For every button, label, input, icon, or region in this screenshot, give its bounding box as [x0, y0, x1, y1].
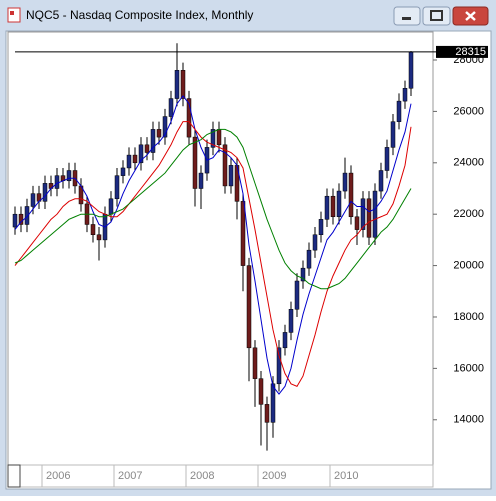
candle-body — [330, 195, 336, 218]
candle-body — [342, 172, 348, 192]
candle-body — [54, 175, 60, 189]
candle-body — [396, 100, 402, 122]
app-icon-mark — [10, 11, 14, 15]
candle-body — [222, 144, 228, 187]
candle-body — [198, 172, 204, 189]
y-tick-label: 24000 — [453, 157, 484, 169]
x-tick-label: 2006 — [46, 470, 70, 482]
y-tick-label: 18000 — [453, 311, 484, 323]
candle-body — [12, 213, 18, 228]
moving-average-line — [14, 128, 412, 290]
x-tick-label: 2010 — [334, 470, 358, 482]
candle-body — [180, 70, 186, 99]
x-tick-label: 2007 — [118, 470, 142, 482]
candle-body — [372, 190, 378, 238]
candle-body — [114, 175, 120, 200]
candle-body — [270, 383, 276, 423]
candle-body — [108, 198, 114, 215]
time-axis — [19, 464, 434, 488]
candle-body — [42, 183, 48, 202]
candle-body — [384, 147, 390, 171]
candle-body — [354, 216, 360, 230]
candle-body — [318, 219, 324, 236]
candle-body — [258, 378, 264, 405]
candle-body — [174, 70, 180, 99]
candle-body — [408, 51, 414, 89]
last-value-label: 28315 — [455, 46, 486, 58]
y-tick-label: 26000 — [453, 105, 484, 117]
candle-body — [282, 332, 288, 349]
last-value-box — [436, 45, 488, 58]
y-tick-label: 16000 — [453, 362, 484, 374]
plot-area — [7, 31, 434, 466]
candle-body — [210, 129, 216, 148]
candle-body — [324, 195, 330, 220]
candle-body — [240, 201, 246, 266]
candle-body — [66, 170, 72, 182]
corner-box — [7, 464, 21, 488]
candle-body — [150, 129, 156, 153]
candle-body — [288, 309, 294, 333]
candle-body — [216, 129, 222, 146]
y-tick-label: 14000 — [453, 414, 484, 426]
candle-body — [252, 347, 258, 379]
candle-body — [186, 98, 192, 138]
candle-body — [228, 165, 234, 187]
candle-body — [24, 206, 30, 225]
candle-body — [162, 116, 168, 138]
candle-body — [18, 213, 24, 225]
candle-body — [246, 265, 252, 349]
candle-body — [30, 193, 36, 207]
maximize-button[interactable] — [422, 6, 451, 26]
candle-body — [336, 190, 342, 218]
candle-body — [402, 88, 408, 102]
candle-body — [138, 144, 144, 164]
close-button[interactable] — [452, 6, 489, 26]
candle-body — [312, 234, 318, 251]
candle-body — [126, 154, 132, 169]
candle-body — [276, 347, 282, 385]
candle-body — [360, 198, 366, 230]
candle-body — [168, 98, 174, 117]
candle-body — [264, 404, 270, 423]
y-tick-label: 20000 — [453, 259, 484, 271]
y-tick-label: 28000 — [453, 54, 484, 66]
x-tick-label: 2008 — [190, 470, 214, 482]
candle-body — [90, 224, 96, 236]
candle-body — [390, 121, 396, 148]
x-tick-label: 2009 — [262, 470, 286, 482]
minimize-button[interactable] — [393, 6, 421, 26]
candle-body — [156, 129, 162, 138]
candle-body — [294, 280, 300, 310]
plot: 14000 16000 18000 20000 22000 24000 26000 28000… — [12, 43, 488, 487]
candle-body — [120, 167, 126, 176]
candle-body — [366, 198, 372, 238]
moving-average-line — [14, 95, 412, 395]
window-title: NQC5 - Nasdaq Composite Index, Monthly — [26, 8, 253, 22]
y-tick-label: 22000 — [453, 208, 484, 220]
candle-body — [300, 267, 306, 282]
moving-average-line — [14, 121, 412, 387]
candle-body — [306, 249, 312, 269]
candle-body — [378, 170, 384, 192]
candle-body — [144, 144, 150, 153]
candle-body — [348, 172, 354, 218]
candle-body — [132, 154, 138, 164]
candle-body — [96, 234, 102, 241]
candle-body — [192, 136, 198, 189]
